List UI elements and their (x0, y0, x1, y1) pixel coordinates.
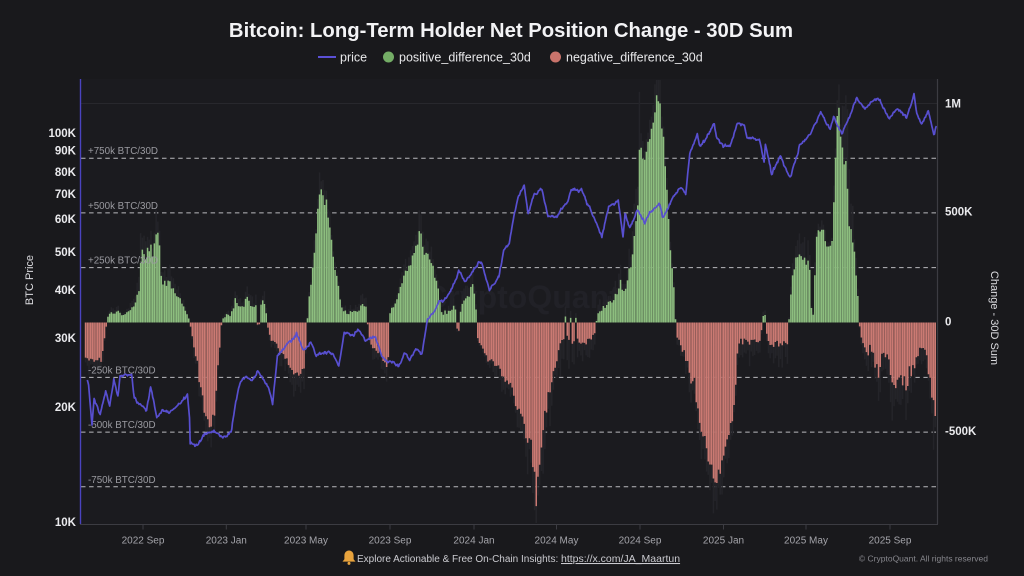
svg-text:70K: 70K (55, 189, 77, 201)
svg-text:© CryptoQuant. All rights rese: © CryptoQuant. All rights reserved (859, 554, 988, 564)
svg-text:+250k BTC/30D: +250k BTC/30D (88, 256, 158, 267)
svg-text:2025 Sep: 2025 Sep (869, 536, 912, 547)
svg-text:40K: 40K (55, 285, 77, 297)
svg-text:60K: 60K (55, 214, 77, 226)
svg-text:10K: 10K (55, 517, 77, 529)
svg-text:0: 0 (945, 317, 951, 329)
svg-text:BTC Price: BTC Price (24, 255, 36, 305)
svg-text:30K: 30K (55, 333, 77, 345)
svg-text:negative_difference_30d: negative_difference_30d (566, 51, 703, 65)
svg-text:2025 Jan: 2025 Jan (703, 536, 744, 547)
svg-text:80K: 80K (55, 167, 77, 179)
svg-text:500K: 500K (945, 207, 973, 219)
svg-text:2023 May: 2023 May (284, 536, 328, 547)
svg-text:1M: 1M (945, 99, 961, 111)
svg-text:CryptoQuant: CryptoQuant (424, 279, 620, 315)
svg-text:2022 Sep: 2022 Sep (122, 536, 165, 547)
svg-text:price: price (340, 51, 367, 65)
svg-text:2024 May: 2024 May (535, 536, 579, 547)
svg-text:+750k BTC/30D: +750k BTC/30D (88, 146, 158, 157)
svg-text:2023 Jan: 2023 Jan (206, 536, 247, 547)
svg-text:2024 Sep: 2024 Sep (619, 536, 662, 547)
svg-text:100K: 100K (49, 128, 77, 140)
svg-text:positive_difference_30d: positive_difference_30d (399, 51, 531, 65)
svg-text:90K: 90K (55, 146, 77, 158)
svg-text:2024 Jan: 2024 Jan (453, 536, 494, 547)
svg-text:-750k BTC/30D: -750k BTC/30D (88, 475, 156, 486)
svg-text:-500K: -500K (945, 426, 977, 438)
svg-text:2023 Sep: 2023 Sep (369, 536, 412, 547)
svg-text:https://x.com/JA_Maartun: https://x.com/JA_Maartun (561, 553, 680, 565)
svg-text:+500k BTC/30D: +500k BTC/30D (88, 201, 158, 212)
svg-text:Explore Actionable & Free On-C: Explore Actionable & Free On-Chain Insig… (357, 554, 558, 565)
svg-text:20K: 20K (55, 402, 77, 414)
svg-text:-250k BTC/30D: -250k BTC/30D (88, 365, 156, 376)
svg-text:50K: 50K (55, 247, 77, 259)
svg-text:-500k BTC/30D: -500k BTC/30D (88, 420, 156, 431)
svg-text:2025 May: 2025 May (784, 536, 828, 547)
svg-text:Change - 30D Sum: Change - 30D Sum (988, 271, 1000, 365)
svg-text:Bitcoin: Long-Term Holder Net: Bitcoin: Long-Term Holder Net Position C… (229, 20, 793, 42)
